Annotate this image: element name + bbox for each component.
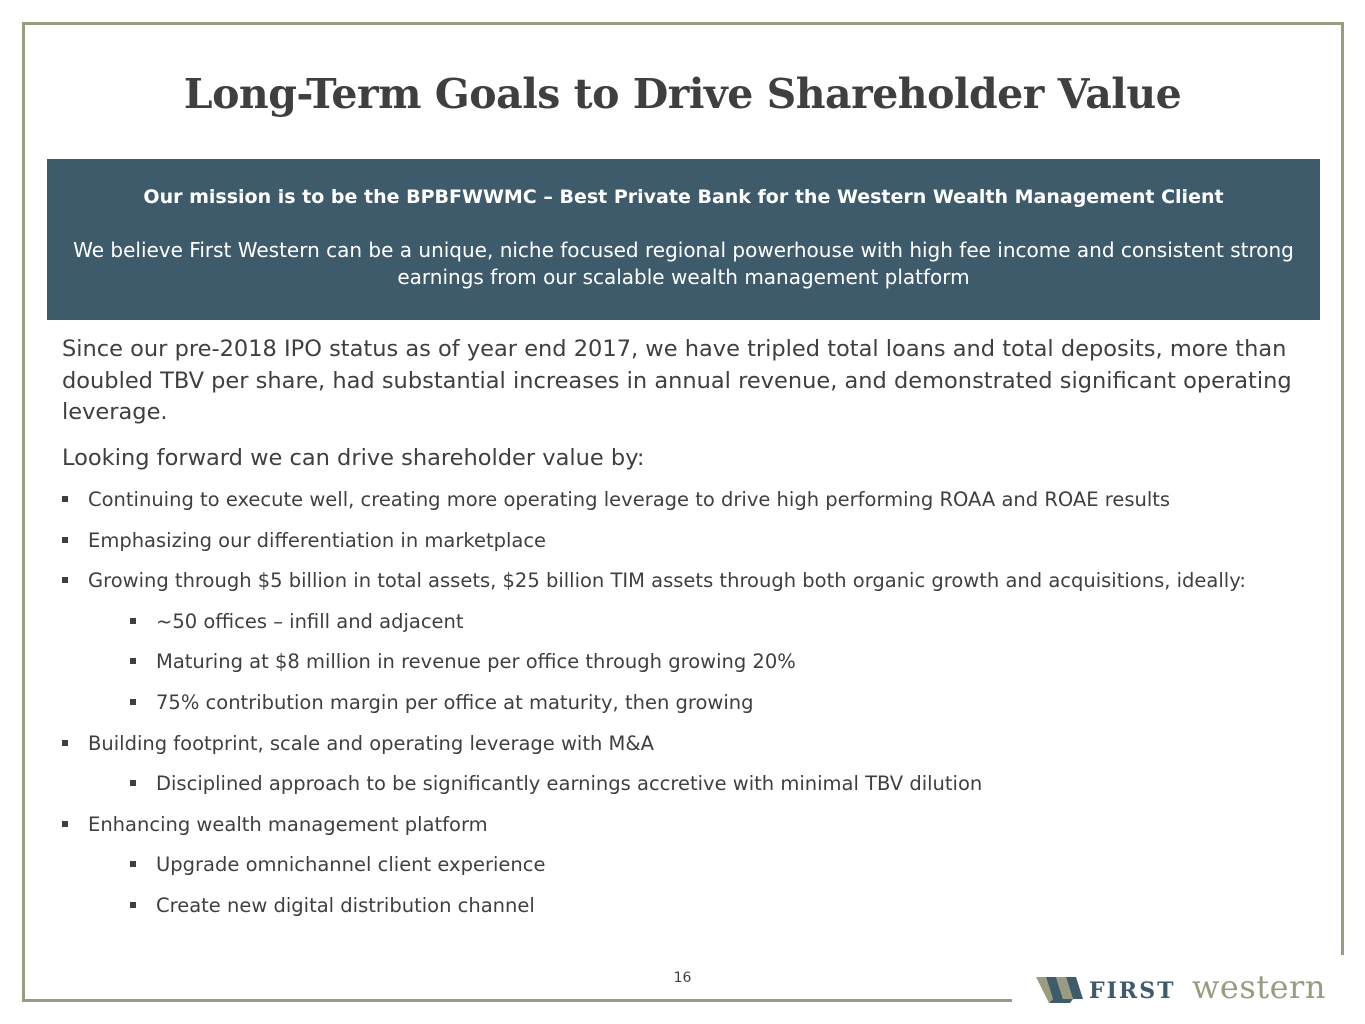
intro-paragraph: Since our pre-2018 IPO status as of year… xyxy=(62,336,1292,425)
frame-left-border xyxy=(22,22,25,1002)
bullet-text: Enhancing wealth management platform xyxy=(88,812,488,836)
lead-sentence: Looking forward we can drive shareholder… xyxy=(62,445,645,471)
square-bullet-icon xyxy=(130,698,136,705)
sub-bullet-item: Maturing at $8 million in revenue per of… xyxy=(130,642,1342,683)
square-bullet-icon xyxy=(130,658,136,665)
sub-bullet-item: Create new digital distribution channel xyxy=(130,886,1342,927)
w-logo-icon xyxy=(1036,977,1083,1003)
mission-headline: Our mission is to be the BPBFWWMC – Best… xyxy=(143,186,1224,208)
bullet-item: Continuing to execute well, creating mor… xyxy=(62,480,1342,521)
sub-bullet-item: Upgrade omnichannel client experience xyxy=(130,845,1342,886)
logo-text-first: FIRST xyxy=(1089,978,1176,1004)
square-bullet-icon xyxy=(130,780,136,787)
bullet-item: Growing through $5 billion in total asse… xyxy=(62,561,1342,602)
bullet-item: Enhancing wealth management platform xyxy=(62,805,1342,846)
page-number: 16 xyxy=(673,970,692,986)
square-bullet-icon xyxy=(62,577,68,584)
sub-bullet-item: Disciplined approach to be significantly… xyxy=(130,764,1342,805)
frame-top-border xyxy=(22,22,1344,25)
bullet-list: Continuing to execute well, creating mor… xyxy=(62,480,1342,927)
bullet-text: Continuing to execute well, creating mor… xyxy=(88,488,1171,511)
mission-banner: Our mission is to be the BPBFWWMC – Best… xyxy=(47,159,1320,320)
frame-right-border xyxy=(1341,22,1344,955)
bullet-text: Growing through $5 billion in total asse… xyxy=(88,569,1246,593)
square-bullet-icon xyxy=(130,901,136,908)
bullet-text: Disciplined approach to be significantly… xyxy=(156,772,983,796)
sub-bullet-item: ~50 offices – infill and adjacent xyxy=(130,602,1342,643)
sub-bullet-item: 75% contribution margin per office at ma… xyxy=(130,683,1342,724)
bullet-text: 75% contribution margin per office at ma… xyxy=(156,690,754,714)
square-bullet-icon xyxy=(130,861,136,868)
bullet-text: Maturing at $8 million in revenue per of… xyxy=(156,650,796,674)
bullet-text: Upgrade omnichannel client experience xyxy=(156,853,546,877)
first-western-logo: FIRST western xyxy=(1036,968,1346,1010)
mission-body: We believe First Western can be a unique… xyxy=(73,238,1294,289)
frame-bottom-border xyxy=(22,999,1012,1002)
bullet-item: Building footprint, scale and operating … xyxy=(62,724,1342,765)
bullet-text: ~50 offices – infill and adjacent xyxy=(156,609,464,633)
square-bullet-icon xyxy=(62,496,68,502)
bullet-text: Emphasizing our differentiation in marke… xyxy=(88,528,547,552)
square-bullet-icon xyxy=(130,617,136,624)
square-bullet-icon xyxy=(62,536,68,543)
square-bullet-icon xyxy=(62,739,68,746)
square-bullet-icon xyxy=(62,820,68,827)
bullet-item: Emphasizing our differentiation in marke… xyxy=(62,521,1342,562)
slide-title: Long-Term Goals to Drive Shareholder Val… xyxy=(183,70,1182,118)
logo-text-western: western xyxy=(1192,968,1326,1006)
bullet-text: Create new digital distribution channel xyxy=(156,893,535,917)
bullet-text: Building footprint, scale and operating … xyxy=(88,731,654,755)
